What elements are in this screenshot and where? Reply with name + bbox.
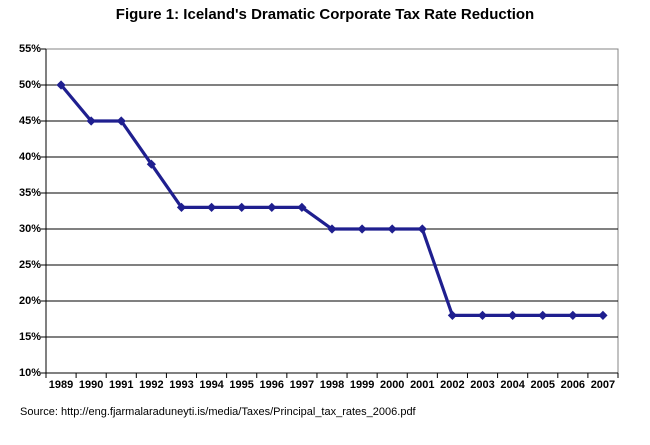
x-axis-label: 1989 [48, 379, 74, 391]
x-axis-label: 1997 [289, 379, 315, 391]
data-point-marker [477, 310, 488, 320]
y-axis-label: 20% [18, 295, 41, 307]
x-axis-label: 1991 [109, 379, 134, 391]
x-axis-label: 2002 [440, 379, 465, 391]
x-axis-label: 1996 [259, 379, 285, 391]
source-note: Source: http://eng.fjarmalaraduneyti.is/… [20, 406, 416, 418]
x-axis-label: 2003 [470, 379, 495, 391]
x-axis-label: 1995 [229, 379, 254, 391]
y-axis-label: 40% [18, 151, 41, 163]
data-point-marker [417, 224, 427, 234]
data-point-marker [116, 116, 126, 126]
data-point-marker [86, 116, 96, 126]
data-point-marker [206, 202, 217, 212]
x-axis-label: 1994 [199, 379, 224, 391]
y-axis-label: 10% [18, 367, 41, 379]
x-axis-label: 2007 [590, 379, 616, 391]
x-axis-label: 1999 [349, 379, 375, 391]
data-point-marker [508, 310, 518, 320]
y-axis-label: 30% [18, 223, 41, 235]
data-point-marker [267, 202, 277, 212]
data-point-marker [327, 224, 337, 234]
plot-border [45, 48, 619, 374]
y-axis-label: 50% [18, 79, 41, 91]
y-axis-label: 25% [18, 259, 41, 271]
data-point-marker [176, 202, 187, 212]
x-axis-label: 2005 [530, 379, 555, 391]
x-axis-label: 1990 [78, 379, 104, 391]
data-point-marker [598, 310, 608, 320]
y-axis-label: 15% [18, 331, 41, 343]
data-point-marker [568, 310, 578, 320]
data-point-marker [447, 310, 458, 320]
data-point-marker [146, 159, 156, 169]
data-point-marker [538, 310, 548, 320]
x-axis-label: 1993 [169, 379, 194, 391]
data-point-marker [387, 224, 397, 234]
data-point-marker [237, 202, 247, 212]
y-axis-label: 45% [18, 115, 41, 127]
y-axis-label: 35% [18, 187, 41, 199]
x-axis-label: 2004 [500, 379, 525, 391]
chart-title: Figure 1: Iceland's Dramatic Corporate T… [115, 6, 535, 23]
x-axis-label: 2001 [410, 379, 435, 391]
x-axis-label: 1992 [139, 379, 164, 391]
data-point-marker [357, 224, 367, 234]
data-point-marker [56, 80, 66, 90]
x-axis-label: 2006 [560, 379, 586, 391]
x-axis-label: 1998 [319, 379, 345, 391]
y-axis-label: 55% [18, 43, 41, 55]
data-point-marker [297, 202, 307, 212]
x-axis-label: 2000 [379, 379, 405, 391]
